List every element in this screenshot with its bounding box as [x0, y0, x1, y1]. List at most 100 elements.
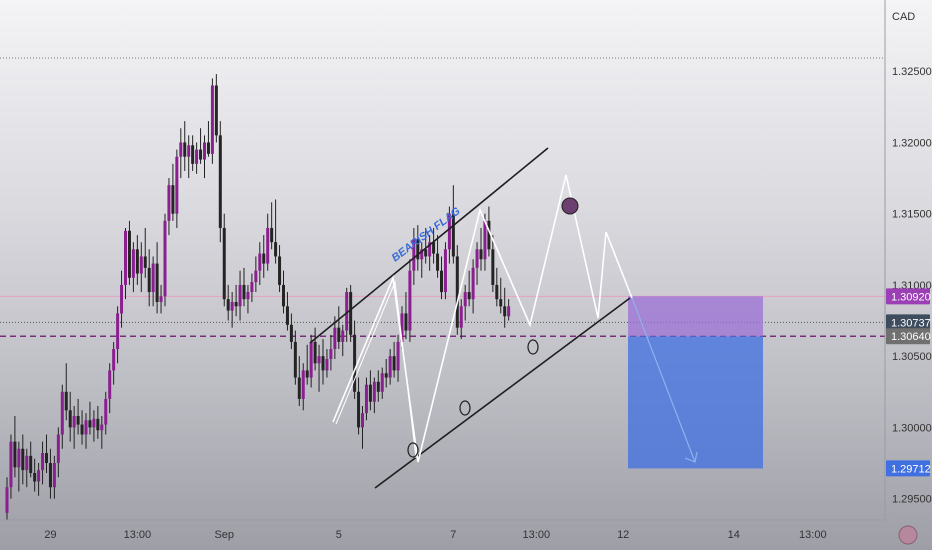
- candle-body: [392, 356, 396, 371]
- candle-body: [195, 149, 199, 164]
- candle-body: [234, 302, 238, 307]
- candle-body: [222, 227, 226, 300]
- candle: [175, 149, 179, 228]
- candle: [297, 356, 301, 407]
- wave-path: [332, 174, 633, 463]
- candle: [293, 330, 297, 385]
- candle: [124, 227, 127, 300]
- candle: [191, 135, 195, 171]
- candle-body: [210, 85, 214, 154]
- candle-body: [41, 453, 45, 471]
- candle-body: [313, 341, 317, 364]
- candle-body: [483, 220, 487, 260]
- x-tick-label: 7: [450, 529, 456, 541]
- candle: [329, 334, 333, 371]
- candle-body: [72, 416, 76, 428]
- candle-body: [289, 324, 293, 342]
- candle: [475, 242, 479, 285]
- candle: [242, 267, 246, 307]
- candle-body: [135, 249, 139, 274]
- candle: [139, 242, 143, 293]
- candle-body: [420, 249, 424, 260]
- candle-body: [84, 420, 88, 435]
- candle: [349, 284, 353, 342]
- candle-body: [282, 284, 285, 307]
- candle-body: [64, 391, 68, 411]
- take-profit-zone: [628, 336, 763, 469]
- candle-body: [258, 253, 262, 271]
- price-badge-text: 1.30920: [891, 291, 931, 303]
- candle-body: [108, 370, 112, 399]
- projection-arrow: [631, 297, 696, 463]
- candle: [246, 284, 250, 314]
- candle-body: [487, 220, 491, 250]
- candle: [384, 359, 388, 388]
- price-badge-text: 1.30640: [891, 331, 931, 343]
- candle-body: [309, 341, 313, 378]
- candle: [451, 185, 455, 264]
- candle: [21, 434, 25, 485]
- candle: [210, 78, 214, 164]
- candle-body: [183, 142, 187, 157]
- x-tick-label: 5: [336, 529, 342, 541]
- channel-upper-line: [309, 147, 549, 344]
- candle: [29, 441, 33, 478]
- candle-body: [337, 327, 341, 342]
- candle-body: [507, 306, 511, 317]
- candle: [301, 363, 305, 411]
- candle-body: [238, 284, 242, 307]
- candle: [218, 121, 222, 243]
- projection-arrowhead: [684, 451, 698, 463]
- candle-body: [361, 413, 364, 428]
- candle: [416, 225, 420, 271]
- candle: [104, 391, 108, 435]
- candle-body: [412, 239, 416, 271]
- candle: [467, 270, 471, 307]
- candle: [357, 377, 361, 435]
- candle-body: [21, 448, 25, 471]
- candle: [270, 202, 274, 250]
- candle-body: [333, 327, 337, 350]
- candle: [5, 477, 9, 520]
- candle-body: [467, 292, 471, 300]
- candle: [254, 256, 258, 293]
- candle: [17, 441, 21, 492]
- candle: [353, 320, 357, 399]
- candle: [499, 277, 503, 314]
- candle: [345, 287, 349, 342]
- candle-body: [112, 349, 116, 371]
- candle-body: [321, 356, 325, 371]
- price-badge-text: 1.30737: [891, 317, 931, 329]
- candle: [64, 363, 68, 421]
- candle-body: [104, 398, 108, 425]
- candle: [25, 448, 29, 488]
- candle-body: [345, 292, 349, 331]
- candle-body: [68, 410, 72, 428]
- candle-body: [443, 249, 447, 293]
- price-badge-bg: [886, 328, 930, 345]
- candle: [388, 349, 392, 385]
- y-tick-label: 1.31500: [892, 209, 932, 221]
- candle-body: [404, 313, 408, 331]
- candle-body: [131, 249, 135, 278]
- y-tick-label: 1.30000: [892, 422, 932, 434]
- candle: [289, 313, 293, 350]
- candle: [305, 344, 309, 385]
- candle: [364, 377, 368, 421]
- candle-body: [317, 356, 321, 364]
- candle: [285, 292, 289, 331]
- candle: [440, 256, 443, 300]
- candle-body: [226, 299, 230, 311]
- candle-body: [325, 359, 329, 371]
- candle-body: [396, 341, 400, 371]
- candle: [459, 299, 463, 340]
- candle: [84, 413, 88, 449]
- candle-body: [92, 418, 96, 428]
- candle-body: [52, 463, 56, 488]
- candle-body: [214, 85, 218, 136]
- candle: [309, 334, 313, 388]
- candle: [455, 245, 459, 335]
